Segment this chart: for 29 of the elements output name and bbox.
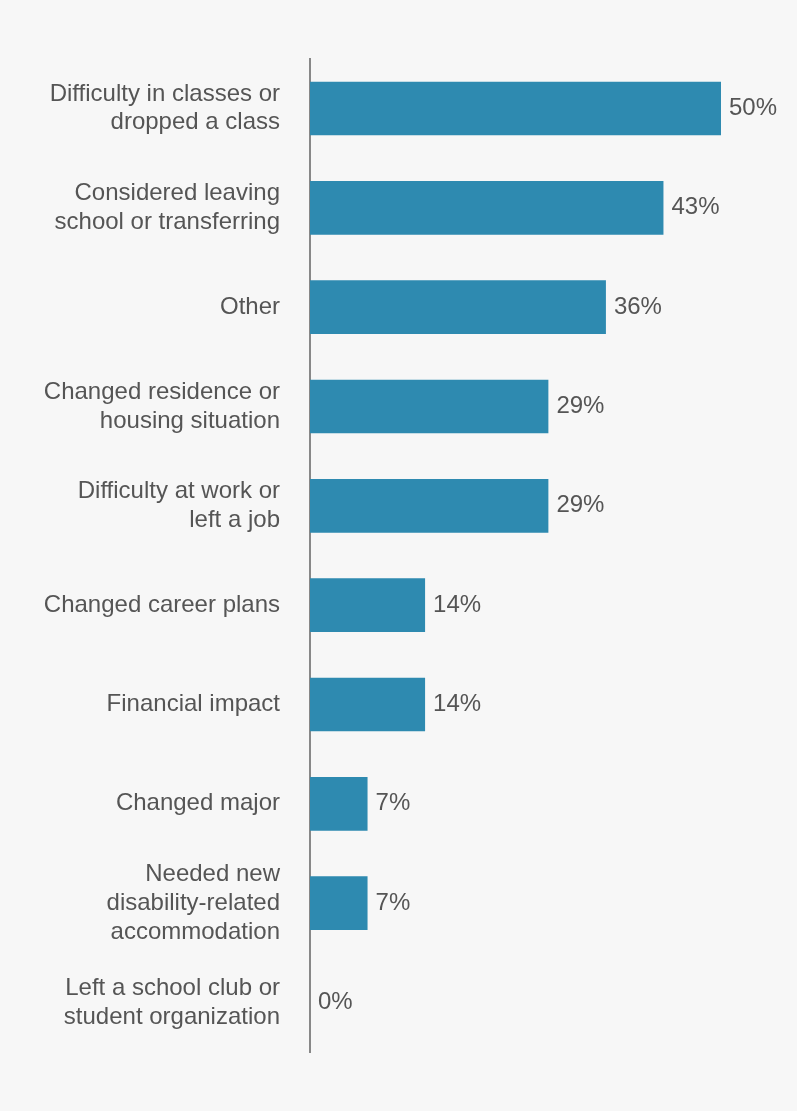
data-label: 29%	[556, 490, 605, 518]
y-tick-label: Other	[219, 291, 280, 319]
y-tick-label: Considered leaving school or transferring	[54, 178, 280, 234]
bar	[310, 180, 664, 235]
bar	[310, 81, 721, 136]
y-tick-label: Difficulty at work or left a job	[77, 476, 280, 532]
bar	[310, 777, 368, 831]
data-label: 36%	[613, 291, 662, 319]
data-label: 14%	[433, 689, 482, 717]
data-label: 7%	[375, 887, 411, 915]
data-label: 29%	[556, 391, 605, 419]
y-tick-label: Changed career plans	[43, 589, 280, 617]
bar	[310, 677, 426, 732]
data-label: 43%	[671, 192, 720, 220]
bar	[310, 280, 606, 334]
data-label: 7%	[375, 788, 411, 816]
y-tick-label: Left a school club or student organization	[63, 972, 280, 1029]
y-tick-label: Changed major	[115, 788, 280, 816]
bar	[310, 578, 426, 632]
y-tick-label: Changed residence or housing situation	[43, 376, 281, 433]
y-tick-label: Difficulty in classes or dropped a class	[49, 78, 281, 135]
y-tick-label: Needed new disability-related accommodation	[106, 859, 281, 944]
bar	[310, 876, 368, 931]
y-tick-label: Financial impact	[106, 689, 281, 717]
data-label: 50%	[729, 93, 778, 121]
data-label: 0%	[318, 987, 353, 1015]
data-label: 14%	[433, 589, 482, 617]
bar	[310, 479, 549, 533]
bar	[310, 379, 549, 434]
